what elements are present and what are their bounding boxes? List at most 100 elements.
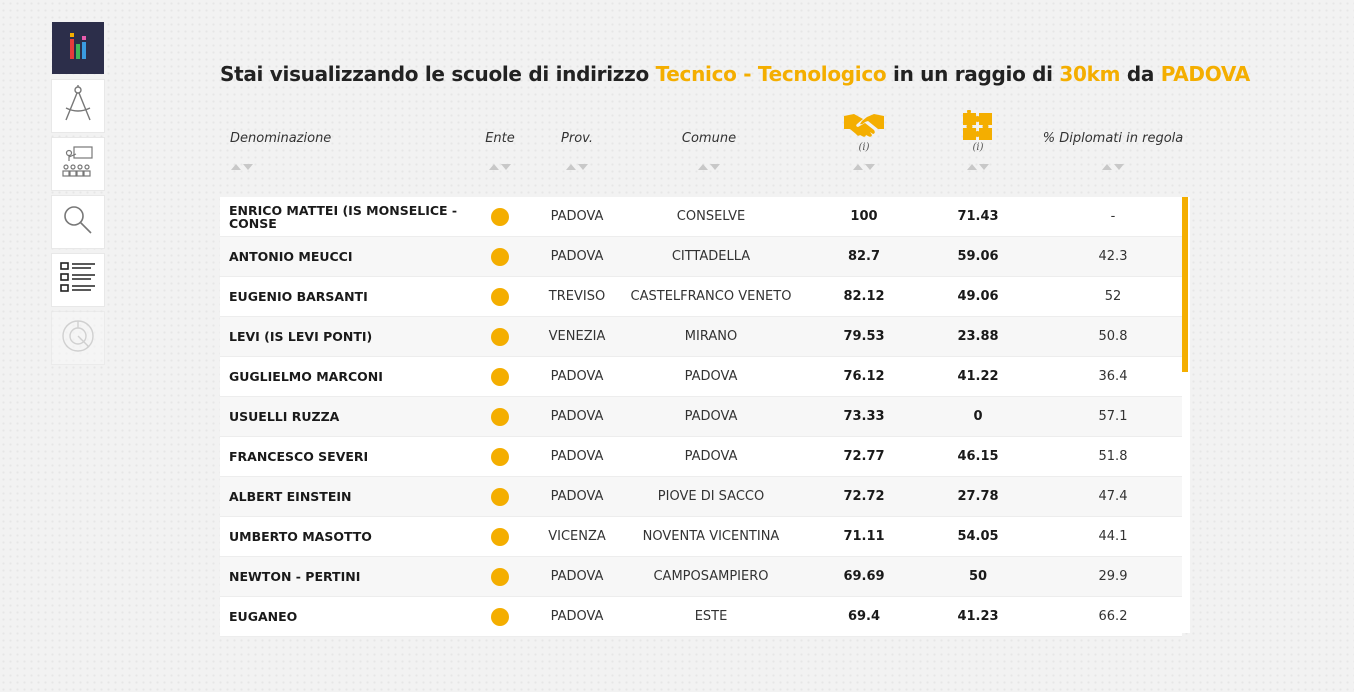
pie-chart-icon <box>61 319 95 357</box>
sort-arrows-ente[interactable] <box>475 164 525 170</box>
ente-status-icon <box>491 367 509 386</box>
handshake-info-icon[interactable]: (i) <box>858 142 870 153</box>
ente-status-icon <box>491 287 509 306</box>
column-header-diplomati: % Diplomati in regola <box>1042 108 1184 188</box>
ente-cell <box>475 197 525 236</box>
table-row[interactable]: ALBERT EINSTEIN PADOVA PIOVE DI SACCO 72.72… <box>220 477 1182 517</box>
sort-arrows-comune[interactable] <box>616 164 802 170</box>
sort-arrows-diplomati[interactable] <box>1042 164 1184 170</box>
puzzle-value: 50 <box>968 569 988 584</box>
table-row[interactable]: UMBERTO MASOTTO VICENZA NOVENTA VICENTINA 7… <box>220 517 1182 557</box>
province-cell: PADOVA <box>550 609 604 624</box>
puzzle-value: 23.88 <box>957 329 999 344</box>
ente-status-icon <box>491 527 509 546</box>
diplomati-value: 47.4 <box>1098 489 1128 504</box>
province-cell: PADOVA <box>550 449 604 464</box>
column-header-prov: Prov. <box>537 108 617 188</box>
ente-cell <box>475 277 525 316</box>
puzzle-value: 46.15 <box>957 449 999 464</box>
handshake-value: 69.4 <box>847 609 881 624</box>
comune-cell: PADOVA <box>684 449 738 464</box>
sidebar-item-compass[interactable] <box>52 80 104 132</box>
diplomati-value: 44.1 <box>1098 529 1128 544</box>
province-cell: PADOVA <box>550 489 604 504</box>
handshake-icon[interactable] <box>819 110 909 144</box>
sidebar-item-search[interactable] <box>52 196 104 248</box>
table-body: ENRICO MATTEI (IS MONSELICE - CONSE PADOV… <box>220 197 1182 637</box>
school-name: EUGENIO BARSANTI <box>229 289 368 304</box>
sort-arrows-handshake[interactable] <box>819 164 909 170</box>
compass-icon <box>60 84 96 128</box>
diplomati-value: 51.8 <box>1098 449 1128 464</box>
diplomati-value: 36.4 <box>1098 369 1128 384</box>
handshake-value: 76.12 <box>843 369 885 384</box>
ente-cell <box>475 557 525 596</box>
diplomati-value: 57.1 <box>1098 409 1128 424</box>
diplomati-value: 50.8 <box>1098 329 1128 344</box>
table-row[interactable]: ENRICO MATTEI (IS MONSELICE - CONSE PADOV… <box>220 197 1182 237</box>
sidebar <box>52 22 104 370</box>
title-city: PADOVA <box>1160 62 1250 86</box>
puzzle-value: 41.23 <box>957 609 999 624</box>
column-header-comune: Comune <box>620 108 802 188</box>
table-row[interactable]: FRANCESCO SEVERI PADOVA PADOVA 72.77 46.15 51… <box>220 437 1182 477</box>
ente-status-icon <box>491 247 509 266</box>
school-name: FRANCESCO SEVERI <box>229 449 369 464</box>
diplomati-value: 42.3 <box>1098 249 1128 264</box>
ente-cell <box>475 317 525 356</box>
comune-cell: MIRANO <box>684 329 738 344</box>
sidebar-item-home[interactable] <box>52 22 104 74</box>
sidebar-item-classroom[interactable] <box>52 138 104 190</box>
column-label-prov: Prov. <box>561 131 593 146</box>
column-label-ente: Ente <box>485 131 515 146</box>
column-label-name: Denominazione <box>230 131 332 146</box>
table-scrollbar[interactable] <box>1182 197 1190 633</box>
handshake-value: 100 <box>850 209 878 224</box>
table-header: Denominazione Ente Prov. Comune (i) <box>220 108 1190 188</box>
table-row[interactable]: EUGENIO BARSANTI TREVISO CASTELFRANCO VENE… <box>220 277 1182 317</box>
handshake-value: 73.33 <box>843 409 885 424</box>
comune-cell: NOVENTA VICENTINA <box>642 529 780 544</box>
puzzle-value: 41.22 <box>957 369 999 384</box>
table-row[interactable]: LEVI (IS LEVI PONTI) VENEZIA MIRANO 79.53 23… <box>220 317 1182 357</box>
page-title: Stai visualizzando le scuole di indirizz… <box>220 62 1250 86</box>
scrollbar-thumb[interactable] <box>1182 197 1188 372</box>
ente-cell <box>475 237 525 276</box>
puzzle-value: 49.06 <box>957 289 999 304</box>
comune-cell: CONSELVE <box>676 209 746 224</box>
table-row[interactable]: EUGANEO PADOVA ESTE 69.4 41.23 66.2 <box>220 597 1182 637</box>
handshake-value: 72.72 <box>843 489 885 504</box>
puzzle-value: 0 <box>973 409 983 424</box>
sort-arrows-prov[interactable] <box>537 164 617 170</box>
title-radius: 30km <box>1059 62 1121 86</box>
comune-cell: CASTELFRANCO VENETO <box>630 289 792 304</box>
table-row[interactable]: GUGLIELMO MARCONI PADOVA PADOVA 76.12 41.22 3… <box>220 357 1182 397</box>
province-cell: TREVISO <box>548 289 606 304</box>
handshake-value: 82.12 <box>843 289 885 304</box>
handshake-value: 72.77 <box>843 449 885 464</box>
table-row[interactable]: NEWTON - PERTINI PADOVA CAMPOSAMPIERO 69.69… <box>220 557 1182 597</box>
school-name: UMBERTO MASOTTO <box>229 529 372 544</box>
checklist-icon <box>59 259 97 301</box>
column-header-handshake: (i) <box>819 108 909 188</box>
province-cell: PADOVA <box>550 409 604 424</box>
sidebar-item-stats[interactable] <box>52 312 104 364</box>
sort-arrows-name[interactable] <box>230 164 360 170</box>
puzzle-info-icon[interactable]: (i) <box>972 142 984 153</box>
column-header-name: Denominazione <box>220 108 360 188</box>
table-row[interactable]: ANTONIO MEUCCI PADOVA CITTADELLA 82.7 59.06 4… <box>220 237 1182 277</box>
province-cell: PADOVA <box>550 569 604 584</box>
sidebar-item-checklist[interactable] <box>52 254 104 306</box>
handshake-value: 71.11 <box>843 529 885 544</box>
diplomati-value: - <box>1110 209 1116 224</box>
ente-cell <box>475 517 525 556</box>
ente-status-icon <box>491 207 509 226</box>
diplomati-value: 52 <box>1104 289 1122 304</box>
school-name: GUGLIELMO MARCONI <box>229 369 383 384</box>
handshake-value: 82.7 <box>847 249 881 264</box>
comune-cell: PIOVE DI SACCO <box>657 489 765 504</box>
table-row[interactable]: USUELLI RUZZA PADOVA PADOVA 73.33 0 57.1 <box>220 397 1182 437</box>
sort-arrows-puzzle[interactable] <box>933 164 1023 170</box>
puzzle-icon[interactable] <box>933 109 1023 146</box>
province-cell: PADOVA <box>550 209 604 224</box>
